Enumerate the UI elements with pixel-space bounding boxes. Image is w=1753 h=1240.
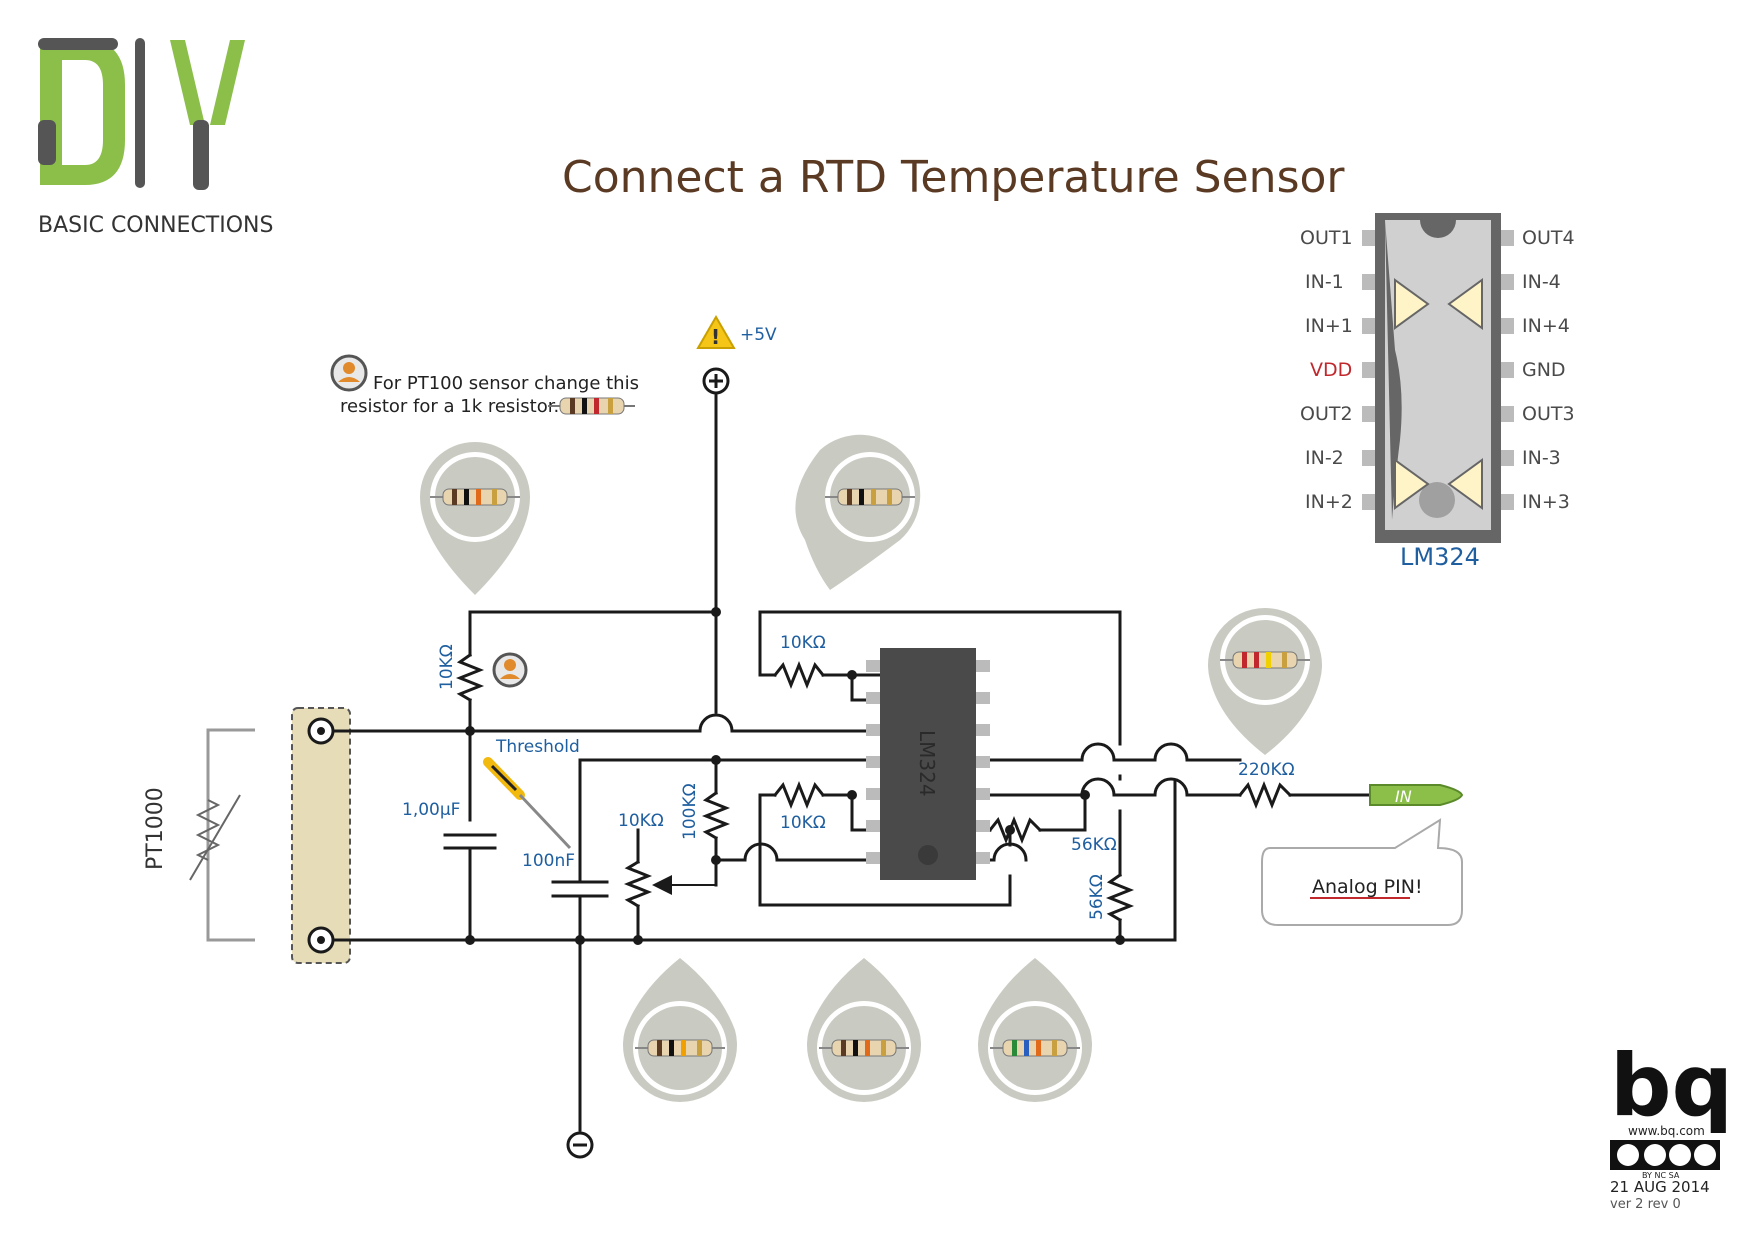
pin-vdd: VDD [1310,359,1352,381]
callout-resistor-bottom-3 [977,958,1092,1102]
label-c-big: 1,00μF [402,800,460,820]
screwdriver-icon [483,757,572,850]
analog-pin-bubble: Analog PIN! [1261,818,1463,926]
diy-logo: BASIC CONNECTIONS [38,38,273,238]
pinout-chip-name: LM324 [1400,543,1480,571]
input-pin-label: IN [1395,787,1412,806]
cc-license-badge: BY NC SA [1610,1140,1720,1180]
vcc-label: +5V [740,325,777,345]
lm324-pinout [1362,213,1514,543]
pin-in+2: IN+2 [1305,491,1353,513]
pin-in-4: IN-4 [1522,271,1561,293]
callout-resistor-bottom-1 [623,958,737,1102]
user-note-icon [330,354,368,392]
pin-in-3: IN-3 [1522,447,1561,469]
pin-out3: OUT3 [1522,403,1575,425]
pin-in-1: IN-1 [1305,271,1344,293]
pin-out4: OUT4 [1522,227,1575,249]
footer-version: ver 2 rev 0 [1610,1197,1681,1212]
analog-pin-text: Analog PIN! [1312,876,1423,898]
callout-resistor-100k [795,434,921,590]
negative-terminal-icon [566,1131,594,1159]
label-r-mid: 10KΩ [780,813,826,833]
pin-in+1: IN+1 [1305,315,1353,337]
positive-terminal-icon [702,367,730,395]
bq-logo: bq [1610,1036,1733,1136]
pin-out2: OUT2 [1300,403,1353,425]
logo-subtitle: BASIC CONNECTIONS [38,213,273,238]
bq-url: www.bq.com [1628,1124,1705,1138]
cc-license-text: BY NC SA [1642,1171,1680,1180]
label-r-100k: 100KΩ [680,783,700,840]
sensor-label: PT1000 [143,787,168,870]
callout-resistor-10k-top [420,441,530,595]
pin-out1: OUT1 [1300,227,1353,249]
note-line-2: resistor for a 1k resistor. [340,396,559,417]
label-c-small: 100nF [522,851,575,871]
pin-gnd: GND [1522,359,1566,381]
label-r-fb-top: 10KΩ [780,633,826,653]
page-title: Connect a RTD Temperature Sensor [562,152,1345,203]
pinout-right-labels: OUT4 IN-4 IN+4 GND OUT3 IN-3 IN+3 [1522,227,1575,513]
pin-in+3: IN+3 [1522,491,1570,513]
bq-brand: bq [1610,1036,1733,1136]
note-line-1: For PT100 sensor change this [373,373,639,394]
label-threshold: Threshold [495,737,580,757]
user-marker-icon [492,652,528,688]
pin-in+4: IN+4 [1522,315,1570,337]
label-r-56k-b: 56KΩ [1087,874,1107,920]
callout-resistor-bottom-2 [807,958,921,1102]
pt1000-sensor [189,707,351,964]
pinout-left-labels: OUT1 IN-1 IN+1 VDD OUT2 IN-2 IN+2 [1300,227,1353,513]
label-r-out: 220KΩ [1238,760,1295,780]
label-r-56k-a: 56KΩ [1071,835,1117,855]
footer-date: 21 AUG 2014 [1610,1178,1710,1196]
note-resistor-icon [548,397,635,415]
svg-text:!: ! [711,325,720,349]
callout-resistor-220k [1208,608,1322,755]
junction-dots [465,607,1125,945]
label-r-top: 10KΩ [437,644,457,690]
chip-marking: LM324 [915,730,939,797]
label-pot: 10KΩ [618,811,664,831]
analog-input-pin: IN [1369,784,1464,806]
warning-icon: ! [696,315,736,349]
pin-in-2: IN-2 [1305,447,1344,469]
lm324-chip: LM324 [866,648,990,880]
